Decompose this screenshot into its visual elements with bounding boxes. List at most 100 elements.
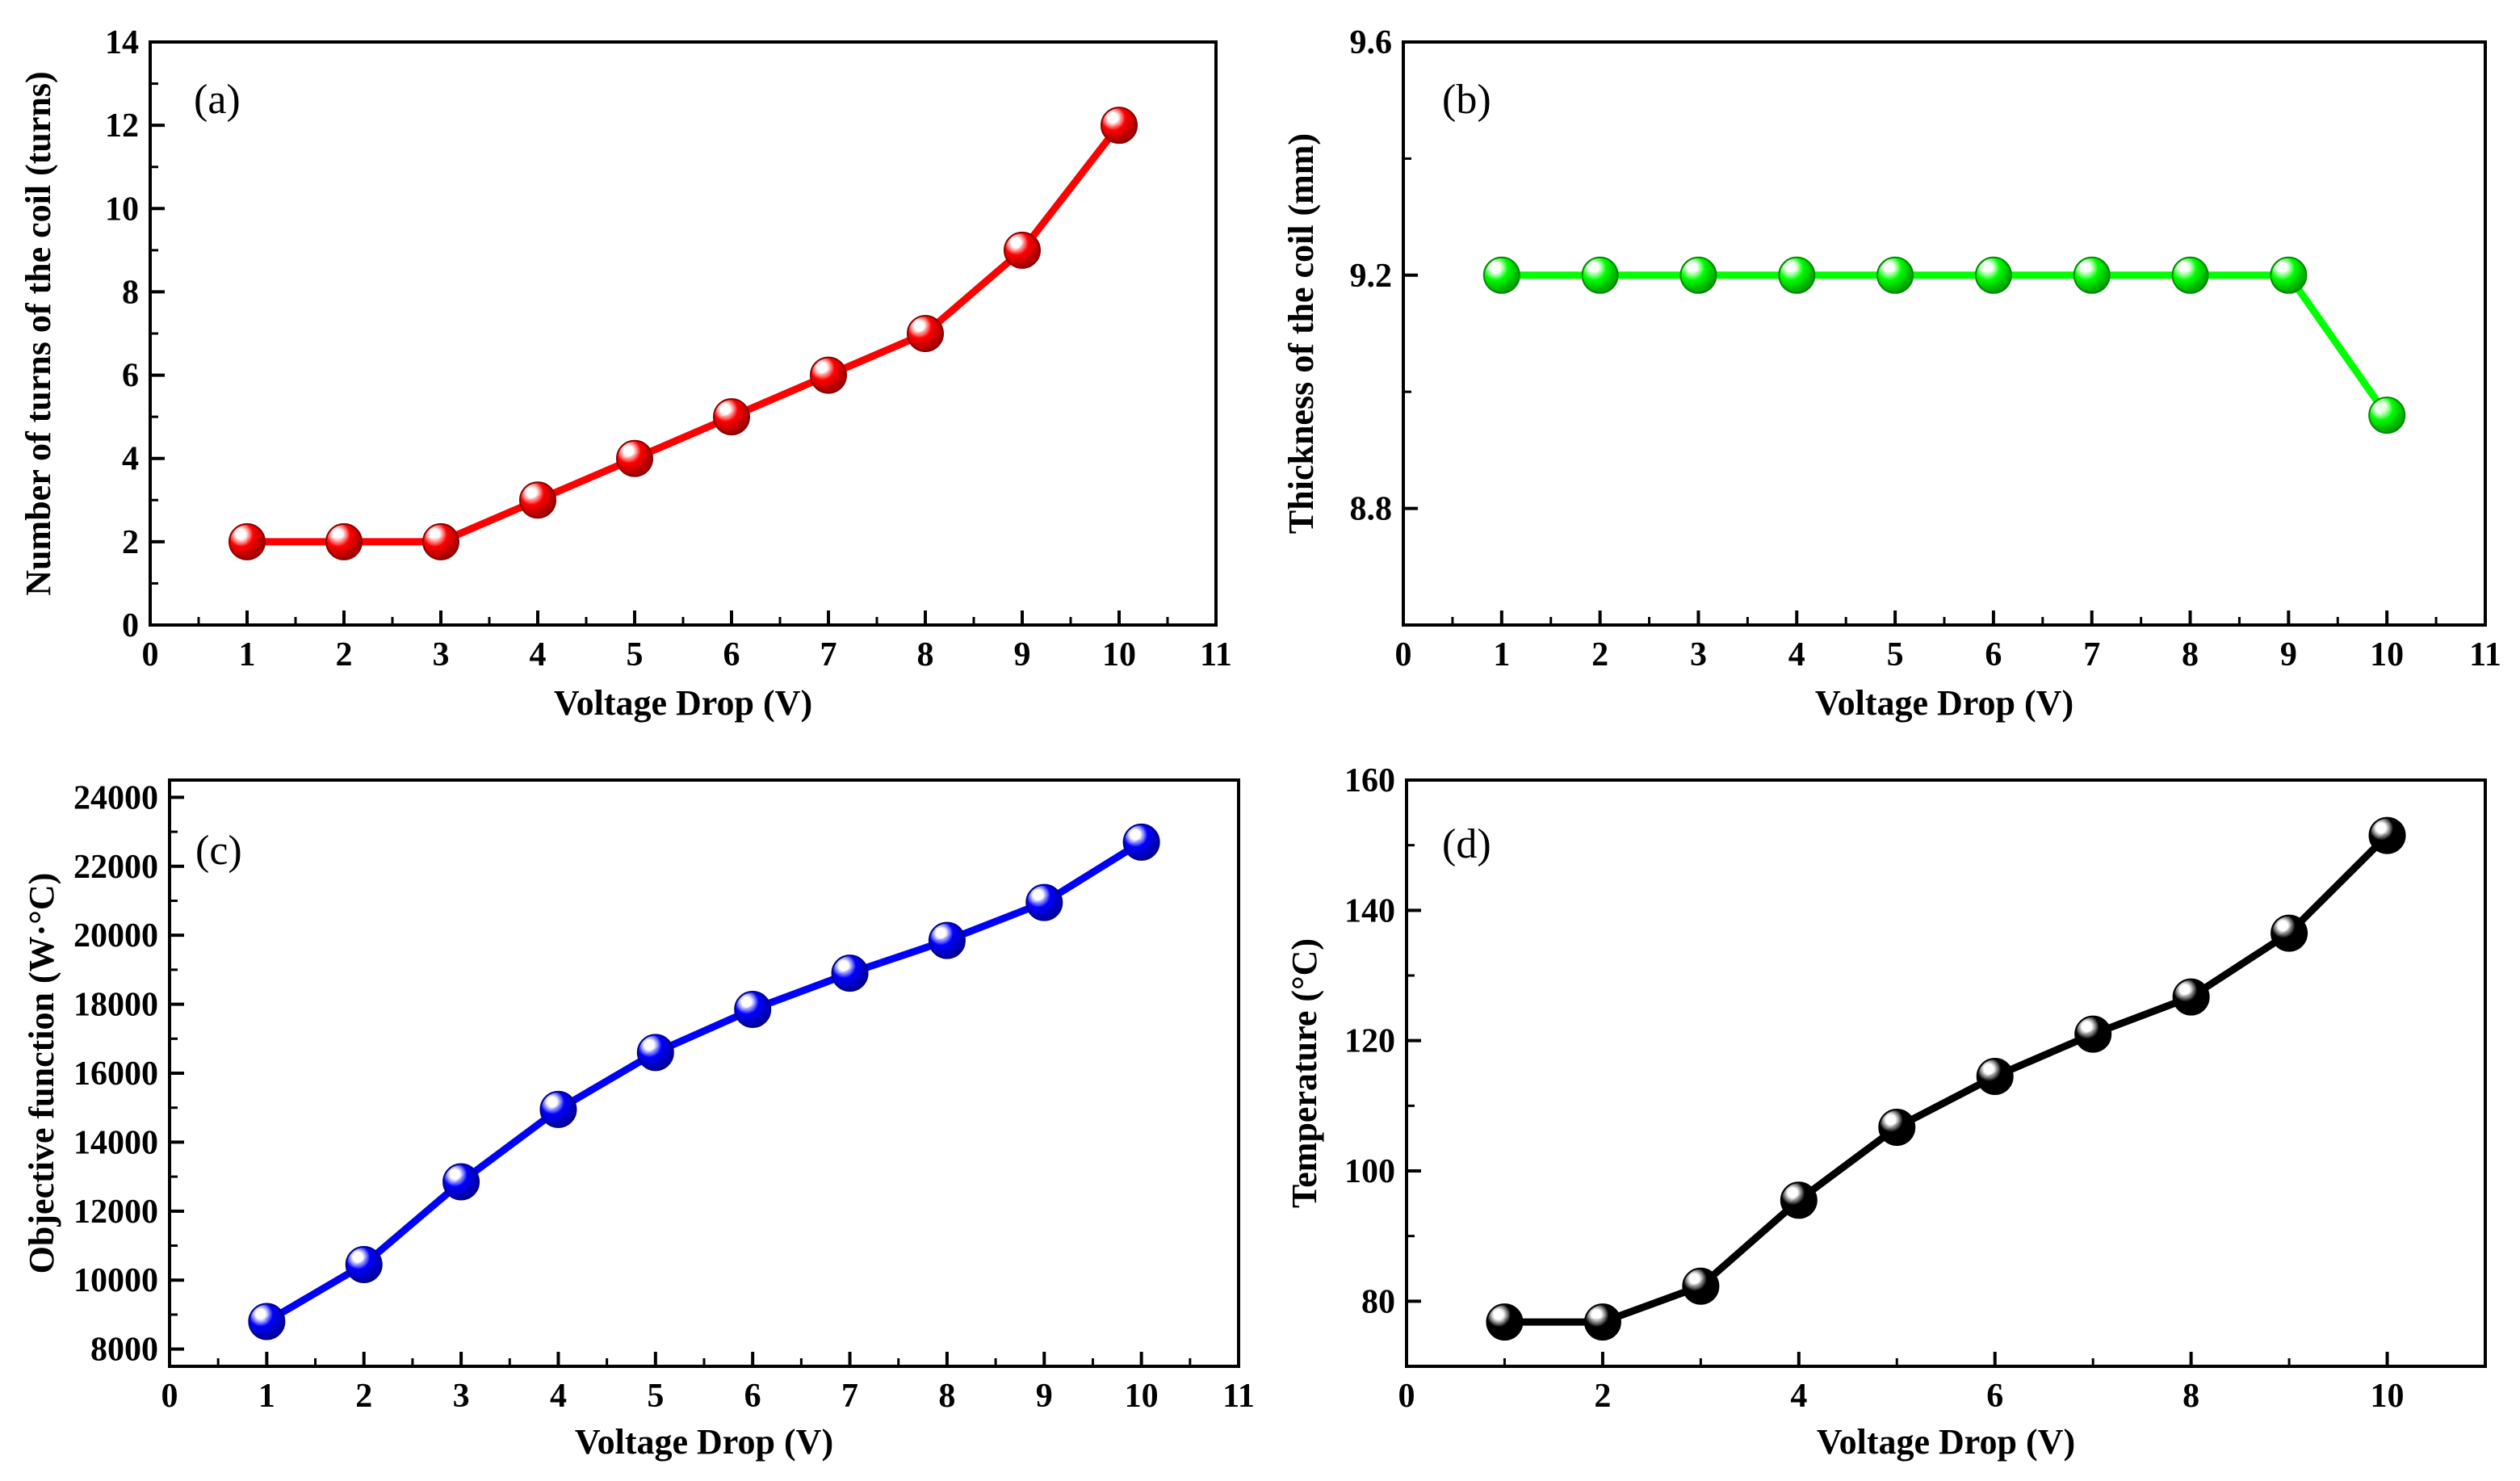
panel-a-data-point <box>1004 231 1041 269</box>
panel-b-ytick-label: 9.6 <box>1350 24 1393 61</box>
panel-b-series-line <box>1501 271 2390 417</box>
panel-a-xtick-label: 4 <box>530 636 547 673</box>
panel-c-series-line <box>265 839 1144 1325</box>
panel-a-data-point <box>325 522 363 560</box>
panel-a-ylabel: Number of turns of the coil (turns) <box>19 71 58 595</box>
panel-c-xtick-label: 0 <box>161 1378 178 1415</box>
panel-a-data-point <box>907 315 944 352</box>
panel-b: 0 1 2 3 4 5 6 7 8 9 10 11 8.8 9.2 9.6 (b) Voltage Drop… <box>1281 24 2501 723</box>
panel-a-data-point <box>616 439 653 477</box>
panel-b-xtick-label: 1 <box>1493 636 1510 673</box>
panel-b-xtick-label: 4 <box>1788 636 1805 673</box>
panel-b-xtick-label: 6 <box>1985 636 2002 673</box>
panel-a-xtick-label: 5 <box>627 636 644 673</box>
panel-a-series <box>229 107 1138 560</box>
panel-c-data-point <box>345 1246 383 1284</box>
panel-c-frame <box>168 778 1240 1368</box>
panel-a-data-point <box>1101 107 1138 145</box>
panel-c-ytick-label: 20000 <box>73 917 158 954</box>
panel-c-series <box>248 823 1160 1340</box>
panel-a-label: (a) <box>194 77 241 123</box>
panel-b-data-point <box>1778 256 1816 294</box>
panel-d-data-point <box>1583 1303 1621 1341</box>
panel-b-data-point <box>2368 396 2406 434</box>
panel-c-data-point <box>442 1163 480 1201</box>
panel-c-ytick-label: 16000 <box>73 1055 158 1093</box>
panel-c-data-point <box>928 921 966 959</box>
panel-a-ytick-label: 12 <box>105 107 139 145</box>
panel-a-data-point <box>713 398 750 436</box>
panel-d-data-point <box>1976 1058 2014 1096</box>
panel-d: 0 2 4 6 8 10 80 100 120 140 160 (d) Voltage Drop (… <box>1285 762 2487 1462</box>
panel-c-data-point <box>831 954 869 992</box>
panel-d-xtick-label: 0 <box>1398 1378 1415 1415</box>
panel-a-data-point <box>810 356 847 394</box>
panel-c-ylabel: Objective function (W·°C) <box>22 873 61 1274</box>
panel-b-xtick-label: 2 <box>1591 636 1608 673</box>
panel-d-ytick-label: 120 <box>1344 1023 1395 1060</box>
panel-a-ytick-label: 2 <box>122 524 139 561</box>
panel-d-ticks: 0 2 4 6 8 10 80 100 120 140 160 <box>1344 762 2405 1415</box>
panel-c-xtick-label: 8 <box>938 1378 955 1415</box>
panel-c-data-point <box>248 1303 286 1340</box>
panel-d-series-line <box>1504 833 2390 1326</box>
panel-b-xlabel: Voltage Drop (V) <box>1815 683 2073 723</box>
panel-d-xtick-label: 10 <box>2371 1378 2405 1415</box>
panel-b-xtick-label: 3 <box>1690 636 1707 673</box>
panel-d-data-point <box>1486 1303 1524 1341</box>
panel-d-data-point <box>2271 914 2308 952</box>
panel-a-data-point <box>422 522 459 560</box>
panel-b-label: (b) <box>1442 77 1491 123</box>
panel-d-xlabel: Voltage Drop (V) <box>1817 1422 2075 1462</box>
panel-c-ytick-label: 22000 <box>73 849 158 886</box>
panel-d-data-point <box>1878 1108 1916 1146</box>
panel-a-xtick-label: 9 <box>1014 636 1031 673</box>
panel-d-ytick-label: 100 <box>1344 1153 1395 1190</box>
panel-a-ytick-label: 0 <box>122 607 139 644</box>
panel-a-data-point <box>519 481 556 519</box>
panel-c: 0 1 2 3 4 5 6 7 8 9 10 11 8000 10000 12000 14000 16000 18… <box>22 778 1255 1462</box>
panel-b-data-point <box>1482 256 1520 294</box>
panel-a-xtick-label: 7 <box>820 636 837 673</box>
panel-d-xtick-label: 4 <box>1790 1378 1807 1415</box>
panel-b-xtick-label: 7 <box>2083 636 2100 673</box>
panel-a-xtick-label: 2 <box>336 636 353 673</box>
panel-c-xtick-label: 9 <box>1036 1378 1053 1415</box>
panel-a-xtick-label: 8 <box>917 636 934 673</box>
panel-d-data-point <box>2074 1015 2112 1053</box>
panel-c-xtick-label: 7 <box>841 1378 858 1415</box>
panel-c-ytick-label: 18000 <box>73 987 158 1024</box>
panel-a-xlabel: Voltage Drop (V) <box>554 683 812 723</box>
panel-d-xtick-label: 2 <box>1594 1378 1611 1415</box>
panel-c-data-point <box>1025 883 1063 921</box>
panel-b-xtick-label: 0 <box>1395 636 1412 673</box>
panel-b-data-point <box>1876 256 1914 294</box>
panel-a-xtick-label: 3 <box>433 636 450 673</box>
panel-a-xtick-label: 6 <box>723 636 740 673</box>
panel-d-ytick-label: 160 <box>1344 762 1395 799</box>
panel-a-frame <box>149 40 1218 627</box>
panel-b-xtick-label: 5 <box>1887 636 1904 673</box>
panel-c-xtick-label: 5 <box>647 1378 664 1415</box>
panel-a-ytick-label: 14 <box>105 24 139 61</box>
panel-a-data-point <box>229 522 266 560</box>
panel-b-xtick-label: 8 <box>2182 636 2199 673</box>
panel-b-data-point <box>1679 256 1717 294</box>
panel-a-series-line <box>247 123 1122 546</box>
panel-c-data-point <box>636 1034 674 1072</box>
panel-a-ytick-label: 8 <box>122 274 139 311</box>
panel-c-ticks: 0 1 2 3 4 5 6 7 8 9 10 11 8000 10000 12000 14000 16000 18… <box>73 779 1255 1415</box>
panel-b-data-point <box>1581 256 1619 294</box>
panel-c-xtick-label: 11 <box>1222 1378 1255 1415</box>
panel-a-xtick-label: 10 <box>1102 636 1136 673</box>
panel-b-ticks: 0 1 2 3 4 5 6 7 8 9 10 11 8.8 9.2 9.6 <box>1350 24 2501 673</box>
panel-c-data-point <box>539 1090 577 1128</box>
panel-c-label: (c) <box>195 828 242 874</box>
panel-d-label: (d) <box>1442 821 1491 867</box>
panel-b-xtick-label: 10 <box>2370 636 2404 673</box>
panel-b-data-point <box>2073 256 2111 294</box>
panel-d-series <box>1486 816 2406 1341</box>
